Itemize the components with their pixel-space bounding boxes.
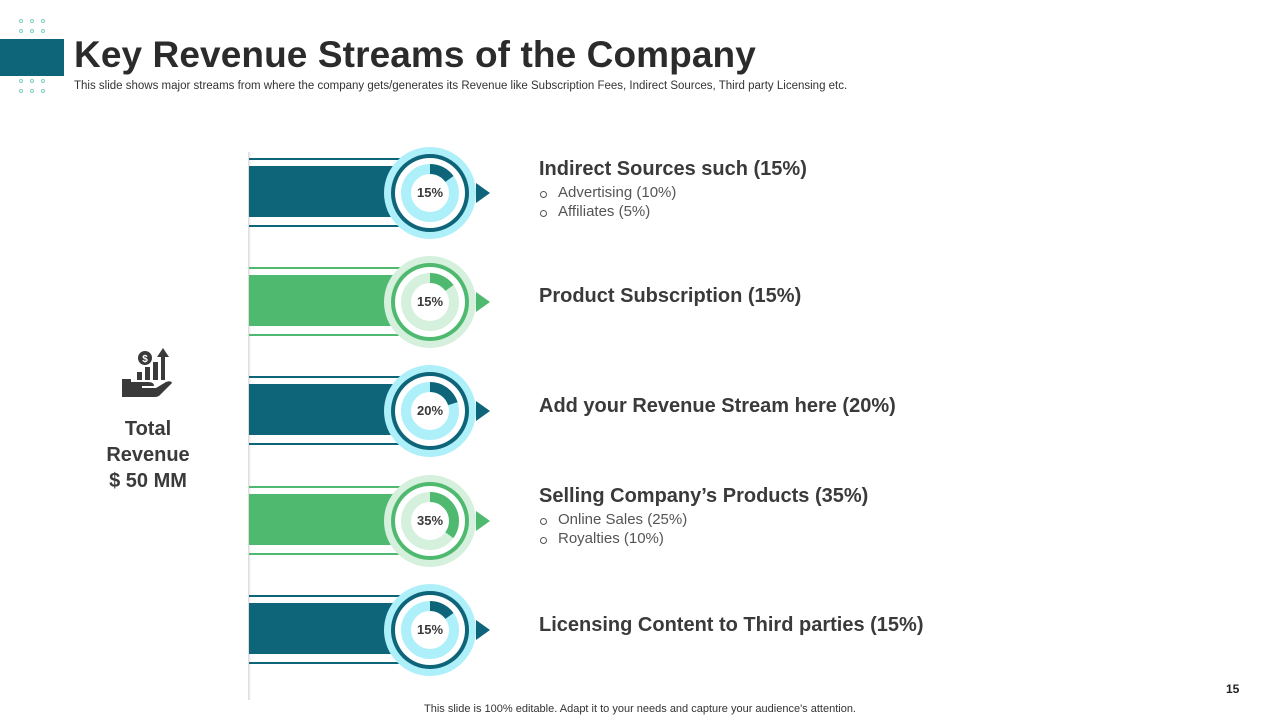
revenue-stream-row: 20% <box>0 363 1280 459</box>
stream-arrow-icon <box>476 401 490 421</box>
total-revenue-amount: $ 50 MM <box>109 470 187 492</box>
stream-heading: Product Subscription (15%) <box>539 285 802 307</box>
stream-percent-label: 15% <box>416 622 444 637</box>
stream-arrow-icon <box>476 292 490 312</box>
total-revenue-line-2: Revenue <box>106 444 190 466</box>
stream-percent-label: 15% <box>416 294 444 309</box>
stream-donut-chart <box>384 475 476 567</box>
donut-value-arc <box>401 273 459 331</box>
stream-heading: Add your Revenue Stream here (20%) <box>539 395 896 417</box>
stream-bullet-list: Online Sales (25%) Royalties (10%) <box>539 510 687 548</box>
stream-bullet-item: Online Sales (25%) <box>539 510 687 529</box>
stream-heading: Licensing Content to Third parties (15%) <box>539 614 924 636</box>
revenue-growth-hand-icon: $ <box>122 348 172 397</box>
page-number: 15 <box>1226 682 1240 696</box>
svg-text:$: $ <box>142 354 148 365</box>
footer-note: This slide is 100% editable. Adapt it to… <box>424 703 856 715</box>
donut-value-arc <box>401 492 459 550</box>
stream-percent-label: 15% <box>416 185 444 200</box>
total-revenue-label: Total Revenue $ 50 MM <box>78 416 218 494</box>
stream-donut-chart <box>384 147 476 239</box>
stream-percent-label: 20% <box>416 403 444 418</box>
revenue-stream-row: 15% <box>0 582 1280 678</box>
page-title: Key Revenue Streams of the Company <box>74 34 756 75</box>
stream-heading: Indirect Sources such (15%) <box>539 158 807 180</box>
stream-donut-chart <box>384 256 476 348</box>
revenue-stream-row: 35% <box>0 473 1280 569</box>
donut-value-arc <box>401 164 459 222</box>
stream-bullet-item: Affiliates (5%) <box>539 202 676 221</box>
donut-value-arc <box>401 601 459 659</box>
stream-heading: Selling Company’s Products (35%) <box>539 485 869 507</box>
page-subtitle: This slide shows major streams from wher… <box>74 80 848 92</box>
stream-bullet-list: Advertising (10%) Affiliates (5%) <box>539 183 676 221</box>
total-revenue-line-1: Total <box>124 418 172 440</box>
stream-arrow-icon <box>476 183 490 203</box>
revenue-stream-row: 15% <box>0 145 1280 241</box>
stream-percent-label: 35% <box>416 513 444 528</box>
stream-bullet-item: Royalties (10%) <box>539 529 687 548</box>
revenue-stream-row: 15% <box>0 254 1280 350</box>
stream-arrow-icon <box>476 511 490 531</box>
stream-bullet-item: Advertising (10%) <box>539 183 676 202</box>
stream-donut-chart <box>384 584 476 676</box>
stream-arrow-icon <box>476 620 490 640</box>
donut-value-arc <box>401 382 459 440</box>
title-accent-block <box>0 39 64 76</box>
stream-donut-chart <box>384 365 476 457</box>
